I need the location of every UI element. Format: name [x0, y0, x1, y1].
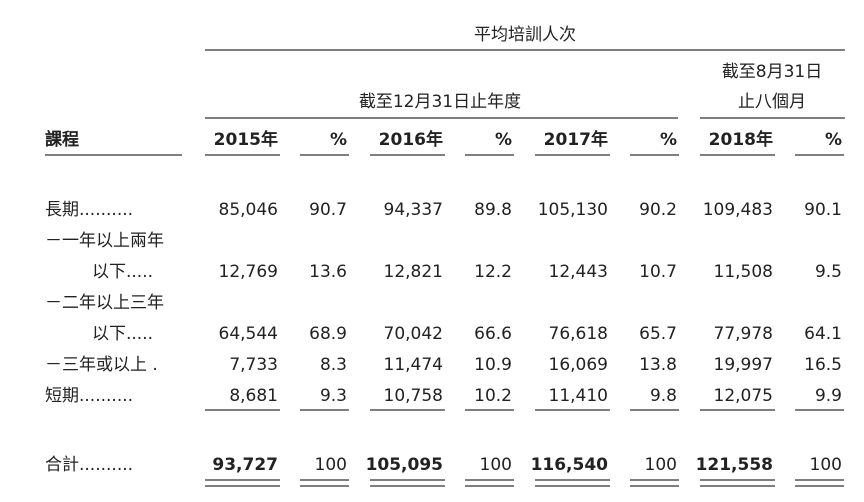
row-label: 合計..........: [45, 455, 133, 475]
cell: 9.8: [650, 386, 677, 406]
row-label: －一年以上兩年: [45, 231, 164, 251]
cell: 10.2: [474, 386, 512, 406]
total-cell: 100: [480, 455, 512, 475]
cell: 66.6: [474, 324, 512, 344]
cell: 9.9: [815, 386, 842, 406]
cell: 12,821: [384, 262, 443, 282]
column-header: %: [495, 130, 512, 150]
column-header: %: [330, 130, 347, 150]
cell: 9.5: [815, 262, 842, 282]
total-cell: 100: [645, 455, 677, 475]
cell: 10,758: [384, 386, 443, 406]
cell: 10.7: [639, 262, 677, 282]
cell: 90.7: [309, 200, 347, 220]
total-cell: 105,095: [366, 455, 443, 475]
column-header: 2016年: [379, 129, 443, 150]
cell: 13.8: [639, 355, 677, 375]
group-header: 截至12月31日止年度: [359, 92, 521, 112]
cell: 16,069: [549, 355, 608, 375]
title: 平均培訓人次: [474, 25, 576, 45]
cell: 7,733: [229, 355, 278, 375]
cell: 70,042: [384, 324, 443, 344]
total-cell: 93,727: [212, 455, 278, 475]
column-header: 課程: [45, 129, 79, 150]
cell: 64,544: [219, 324, 278, 344]
cell: 13.6: [309, 262, 347, 282]
row-label: 長期..........: [45, 200, 133, 220]
row-label: －三年或以上 .: [45, 355, 158, 375]
total-cell: 100: [315, 455, 347, 475]
cell: 9.3: [320, 386, 347, 406]
cell: 77,978: [714, 324, 773, 344]
total-cell: 100: [810, 455, 842, 475]
cell: 105,130: [538, 200, 608, 220]
cell: 85,046: [219, 200, 278, 220]
cell: 12,443: [549, 262, 608, 282]
group-header: 止八個月: [738, 92, 806, 112]
cell: 11,410: [549, 386, 608, 406]
cell: 11,474: [384, 355, 443, 375]
column-header: 2018年: [709, 129, 773, 150]
column-header: %: [825, 130, 842, 150]
row-label: 以下.....: [92, 324, 153, 344]
cell: 90.1: [804, 200, 842, 220]
cell: 12.2: [474, 262, 512, 282]
row-label: －二年以上三年: [45, 293, 164, 313]
row-label: 以下.....: [92, 262, 153, 282]
cell: 89.8: [474, 200, 512, 220]
cell: 90.2: [639, 200, 677, 220]
total-cell: 121,558: [696, 455, 773, 475]
column-header: 2017年: [544, 129, 608, 150]
group-header: 截至8月31日: [722, 62, 822, 82]
column-header: 2015年: [214, 129, 278, 150]
cell: 11,508: [714, 262, 773, 282]
total-cell: 116,540: [531, 455, 609, 475]
cell: 94,337: [384, 200, 443, 220]
cell: 8,681: [229, 386, 278, 406]
cell: 109,483: [703, 200, 773, 220]
cell: 68.9: [309, 324, 347, 344]
cell: 19,997: [714, 355, 773, 375]
cell: 64.1: [804, 324, 842, 344]
column-header: %: [660, 130, 677, 150]
cell: 65.7: [639, 324, 677, 344]
cell: 76,618: [549, 324, 608, 344]
cell: 10.9: [474, 355, 512, 375]
cell: 12,075: [714, 386, 773, 406]
cell: 12,769: [219, 262, 278, 282]
row-label: 短期..........: [45, 386, 133, 406]
cell: 16.5: [804, 355, 842, 375]
cell: 8.3: [320, 355, 347, 375]
